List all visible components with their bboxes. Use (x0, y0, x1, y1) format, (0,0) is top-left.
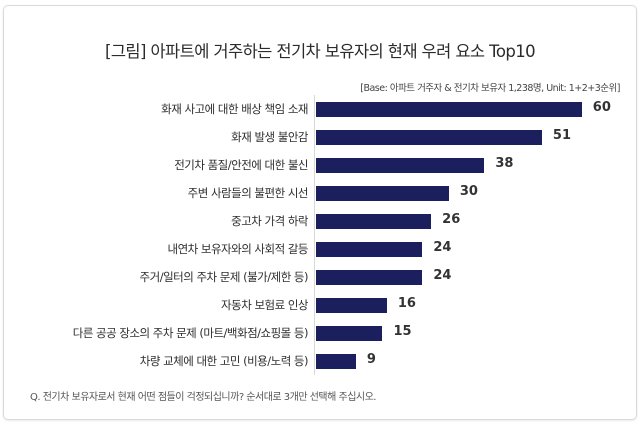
bar-row: 주거/일터의 주차 문제 (불가/제한 등) 24 (4, 263, 636, 291)
bar-row: 내연차 보유자와의 사회적 갈등 24 (4, 235, 636, 263)
category-label: 주거/일터의 주차 문제 (불가/제한 등) (139, 270, 309, 284)
value-label: 30 (459, 184, 478, 199)
bar-row: 차량 교체에 대한 고민 (비용/노력 등) 9 (4, 347, 636, 375)
bar-row: 다른 공공 장소의 주차 문제 (마트/백화점/쇼핑몰 등) 15 (4, 319, 636, 347)
bar-row: 중고차 가격 하락 26 (4, 207, 636, 235)
category-label: 전기차 품질/안전에 대한 불신 (174, 158, 308, 172)
bar (316, 298, 387, 313)
value-label: 51 (552, 128, 572, 143)
y-axis-line (314, 95, 315, 375)
chart-card: [그림] 아파트에 거주하는 전기차 보유자의 현재 우려 요소 Top10 [… (3, 5, 637, 420)
category-label: 내연차 보유자와의 사회적 갈등 (167, 242, 308, 256)
category-label: 화재 사고에 대한 배상 책임 소재 (161, 102, 308, 116)
bar (316, 102, 582, 117)
bar (316, 242, 423, 257)
value-label: 16 (397, 296, 416, 311)
base-note: [Base: 아파트 거주자 & 전기차 보유자 1,238명, Unit: 1… (360, 83, 620, 94)
value-label: 38 (495, 156, 514, 171)
category-label: 화재 발생 불안감 (231, 130, 308, 144)
category-label: 자동차 보험료 인상 (221, 298, 308, 312)
value-label: 26 (442, 212, 461, 227)
value-label: 15 (393, 324, 412, 339)
bar (316, 270, 423, 285)
chart-title: [그림] 아파트에 거주하는 전기차 보유자의 현재 우려 요소 Top10 (104, 42, 536, 61)
bar-chart: 화재 사고에 대한 배상 책임 소재 60 화재 발생 불안감 51 전기차 품질/안전… (4, 95, 636, 375)
category-label: 다른 공공 장소의 주차 문제 (마트/백화점/쇼핑몰 등) (72, 326, 309, 340)
value-label: 60 (592, 100, 611, 115)
bar-row: 화재 사고에 대한 배상 책임 소재 60 (4, 95, 636, 123)
bar (316, 354, 356, 369)
value-label: 24 (433, 240, 452, 255)
bar (316, 326, 383, 341)
bar (316, 130, 542, 145)
bar (316, 214, 432, 229)
value-label: 24 (433, 268, 452, 283)
bar (316, 186, 449, 201)
category-label: 차량 교체에 대한 고민 (비용/노력 등) (139, 354, 309, 368)
bar (316, 158, 485, 173)
bar-row: 자동차 보험료 인상 16 (4, 291, 636, 319)
bar-row: 전기차 품질/안전에 대한 불신 38 (4, 151, 636, 179)
value-label: 9 (366, 352, 376, 367)
category-label: 주변 사람들의 불편한 시선 (187, 186, 309, 200)
category-label: 중고차 가격 하락 (231, 214, 308, 228)
bar-row: 화재 발생 불안감 51 (4, 123, 636, 151)
survey-question: Q. 전기차 보유자로서 현재 어떤 점들이 걱정되십니까? 순서대로 3개만 … (30, 392, 377, 403)
bar-row: 주변 사람들의 불편한 시선 30 (4, 179, 636, 207)
